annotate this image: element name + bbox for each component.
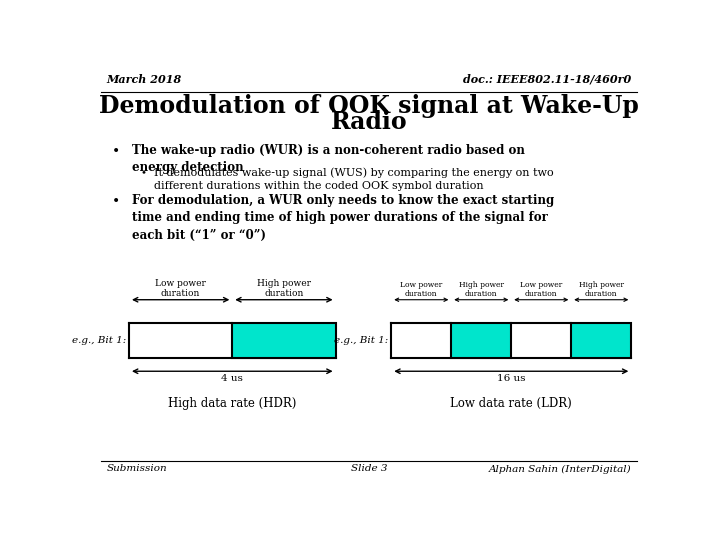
Text: doc.: IEEE802.11-18/460r0: doc.: IEEE802.11-18/460r0 <box>463 74 631 85</box>
Bar <box>233 322 336 358</box>
Text: Low power
duration: Low power duration <box>400 281 442 298</box>
Text: •: • <box>140 168 146 177</box>
Text: e.g., Bit 1:: e.g., Bit 1: <box>72 336 126 345</box>
Text: It demodulates wake-up signal (WUS) by comparing the energy on two
different dur: It demodulates wake-up signal (WUS) by c… <box>154 167 554 191</box>
Bar <box>571 322 631 358</box>
Text: Low power
duration: Low power duration <box>520 281 562 298</box>
Text: High power
duration: High power duration <box>257 279 311 298</box>
Text: High power
duration: High power duration <box>579 281 624 298</box>
Text: Slide 3: Slide 3 <box>351 464 387 474</box>
Text: High data rate (HDR): High data rate (HDR) <box>168 397 297 410</box>
Text: Radio: Radio <box>330 110 408 134</box>
Text: e.g., Bit 1:: e.g., Bit 1: <box>334 336 389 345</box>
Text: March 2018: March 2018 <box>107 74 182 85</box>
Text: Alphan Sahin (InterDigital): Alphan Sahin (InterDigital) <box>489 464 631 474</box>
Bar <box>451 322 511 358</box>
Text: Demodulation of OOK signal at Wake-Up: Demodulation of OOK signal at Wake-Up <box>99 94 639 118</box>
Text: 4 us: 4 us <box>221 374 243 383</box>
Text: 16 us: 16 us <box>497 374 526 383</box>
Text: •: • <box>112 194 120 208</box>
Text: Low data rate (LDR): Low data rate (LDR) <box>451 397 572 410</box>
Text: For demodulation, a WUR only needs to know the exact starting
time and ending ti: For demodulation, a WUR only needs to kn… <box>132 194 554 242</box>
Text: High power
duration: High power duration <box>459 281 504 298</box>
Text: Submission: Submission <box>107 464 167 474</box>
Text: The wake-up radio (WUR) is a non-coherent radio based on
energy detection: The wake-up radio (WUR) is a non-coheren… <box>132 144 525 174</box>
Text: •: • <box>112 145 120 159</box>
Text: Low power
duration: Low power duration <box>156 279 206 298</box>
